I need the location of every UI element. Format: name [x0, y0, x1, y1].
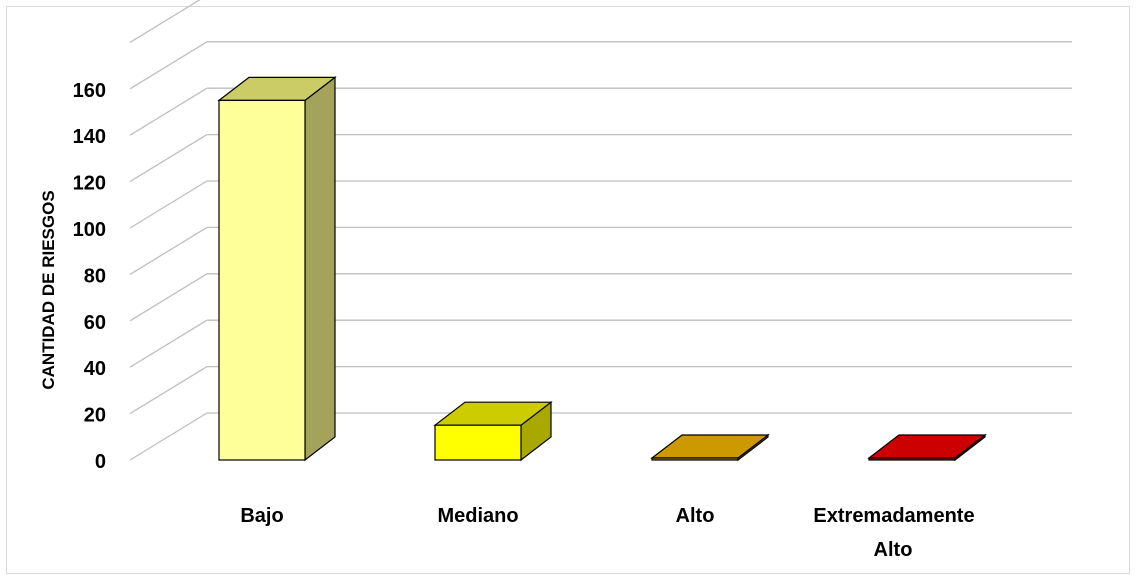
bar-front-face: [868, 457, 956, 461]
bar-top-face: [650, 434, 770, 459]
grid-layer: [129, 0, 1072, 461]
x-category-label: Alto: [676, 505, 715, 527]
bar-mediano: [433, 400, 553, 462]
bar-front-face: [434, 424, 522, 461]
bar-side-face: [304, 76, 336, 462]
bars-layer: [217, 76, 987, 462]
x-category-label: Alto: [874, 539, 913, 561]
y-tick-label: 20: [84, 405, 106, 427]
bar-front-face: [218, 99, 306, 461]
y-tick-label: 80: [84, 265, 106, 287]
bar-bajo: [217, 76, 337, 462]
grid-side-line: [129, 412, 208, 461]
y-tick-label: 120: [73, 173, 106, 195]
grid-side-line: [129, 226, 208, 275]
bar-top-face: [867, 434, 987, 459]
x-category-label: Extremadamente: [813, 505, 974, 527]
grid-side-line: [129, 41, 208, 90]
y-tick-label: 40: [84, 358, 106, 380]
x-category-labels: Bajo Mediano Alto Extremadamente Alto: [240, 505, 974, 561]
y-tick-label: 100: [73, 219, 106, 241]
bar-extremadamente-alto: [867, 433, 987, 462]
grid-side-line: [129, 319, 208, 368]
grid-side-line: [129, 134, 208, 183]
y-tick-label: 60: [84, 312, 106, 334]
grid-side-line: [129, 273, 208, 322]
grid-side-line: [129, 87, 208, 136]
y-tick-labels: 0 20 40 60 80 100 120 140 160: [73, 80, 106, 473]
x-category-label: Bajo: [240, 505, 283, 527]
chart-frame: [6, 6, 1130, 574]
x-category-label: Mediano: [437, 505, 518, 527]
y-axis-label: CANTIDAD DE RIESGOS: [39, 190, 58, 389]
grid-side-line: [129, 0, 201, 43]
y-tick-label: 140: [73, 126, 106, 148]
y-tick-label: 160: [73, 80, 106, 102]
y-tick-label: 0: [95, 451, 106, 473]
grid-side-line: [129, 366, 208, 415]
bar-alto: [650, 433, 770, 462]
bar-front-face: [651, 457, 739, 461]
grid-side-line: [129, 180, 208, 229]
